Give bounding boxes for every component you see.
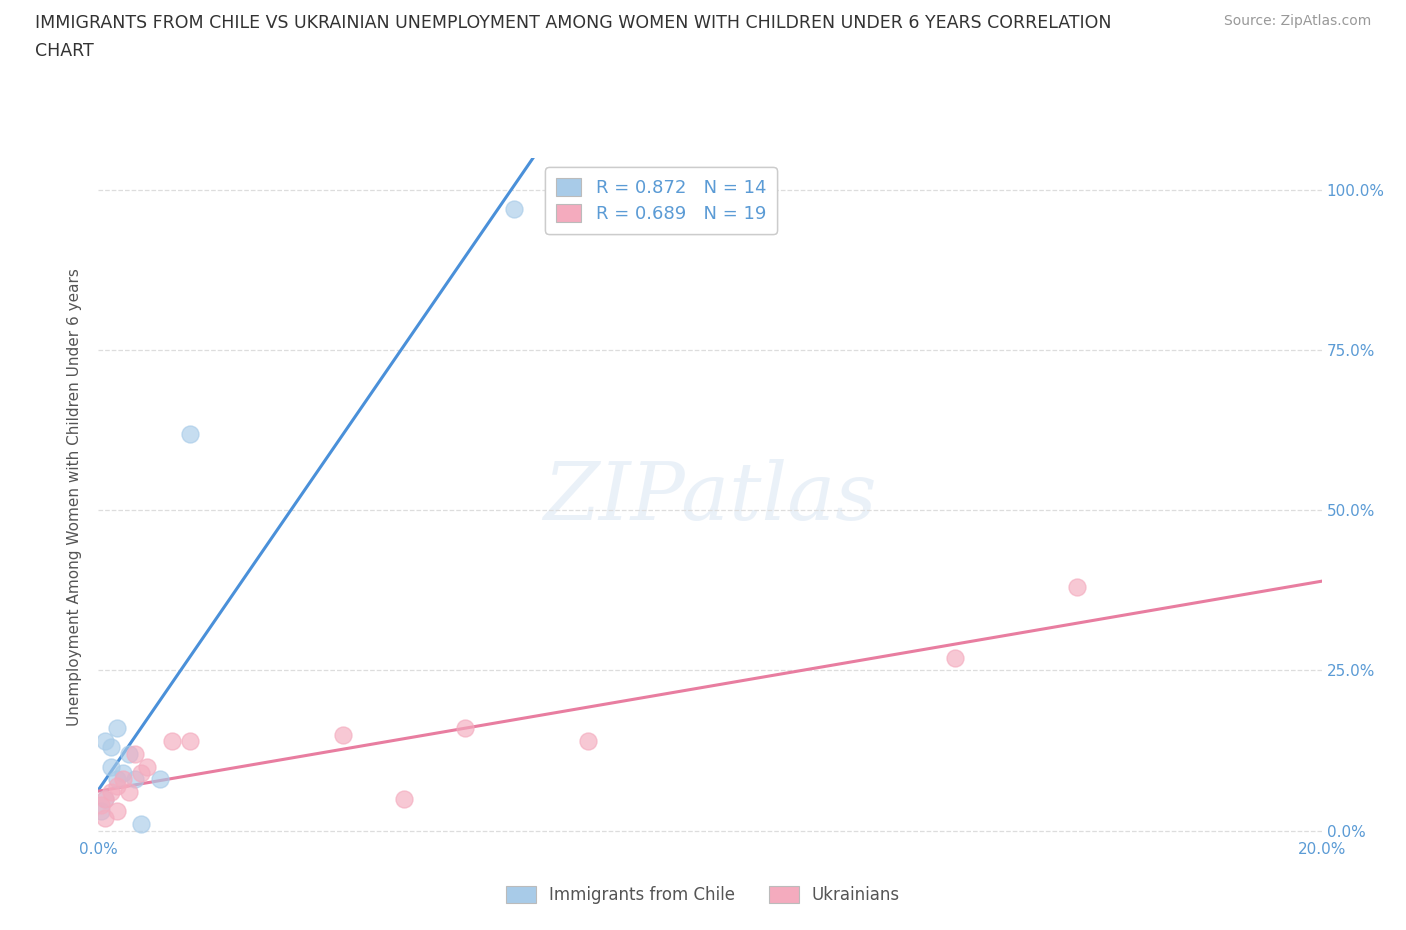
Y-axis label: Unemployment Among Women with Children Under 6 years: Unemployment Among Women with Children U… [67, 269, 83, 726]
Point [100, 759, 122, 774]
Text: IMMIGRANTS FROM CHILE VS UKRAINIAN UNEMPLOYMENT AMONG WOMEN WITH CHILDREN UNDER : IMMIGRANTS FROM CHILE VS UKRAINIAN UNEMP… [35, 14, 1112, 32]
Legend: Immigrants from Chile, Ukrainians: Immigrants from Chile, Ukrainians [498, 878, 908, 912]
Point [118, 785, 141, 800]
Point [105, 772, 128, 787]
Point [105, 778, 128, 793]
Point [943, 650, 966, 665]
Point [90, 804, 112, 818]
Point [149, 772, 172, 787]
Point [90, 798, 112, 813]
Point [1066, 579, 1088, 594]
Point [160, 734, 183, 749]
Point [93, 791, 115, 806]
Point [100, 785, 122, 800]
Point [105, 721, 128, 736]
Point [129, 817, 152, 831]
Point [93, 791, 115, 806]
Point [332, 727, 354, 742]
Point [93, 810, 115, 825]
Point [124, 772, 146, 787]
Point [111, 772, 134, 787]
Point [105, 804, 128, 818]
Point [179, 426, 201, 441]
Point [93, 734, 115, 749]
Text: CHART: CHART [35, 42, 94, 60]
Point [503, 202, 526, 217]
Point [129, 765, 152, 780]
Point [111, 765, 134, 780]
Text: Source: ZipAtlas.com: Source: ZipAtlas.com [1223, 14, 1371, 28]
Point [100, 740, 122, 755]
Point [576, 734, 599, 749]
Point [392, 791, 416, 806]
Point [118, 746, 141, 761]
Legend: R = 0.872   N = 14, R = 0.689   N = 19: R = 0.872 N = 14, R = 0.689 N = 19 [546, 167, 778, 233]
Point [124, 746, 146, 761]
Point [454, 721, 477, 736]
Point [136, 759, 159, 774]
Text: ZIPatlas: ZIPatlas [543, 458, 877, 537]
Point [179, 734, 201, 749]
